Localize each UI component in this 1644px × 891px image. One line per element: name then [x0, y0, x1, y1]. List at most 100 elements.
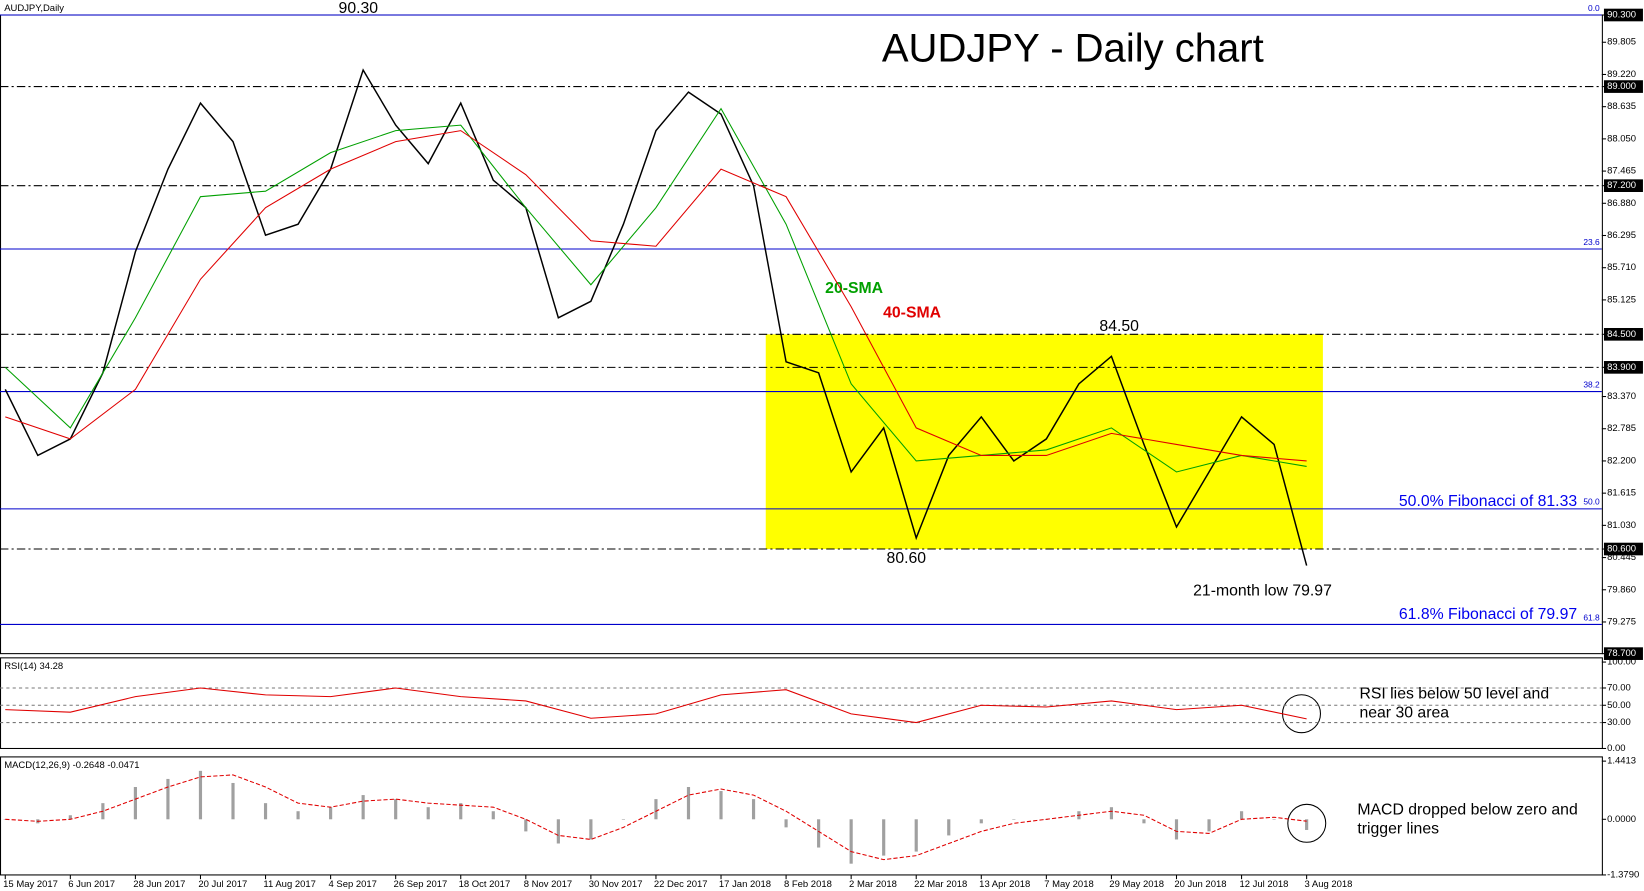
sma-line [5, 130, 1307, 462]
y-tick-label: 81.615 [1607, 488, 1636, 499]
series-line [5, 687, 1307, 724]
x-tick-label: 22 Dec 2017 [654, 879, 708, 890]
x-tick-label: 29 May 2018 [1109, 879, 1164, 890]
y-tick-label: 0.0000 [1607, 814, 1636, 825]
y-tick-label: -1.3790 [1607, 869, 1639, 880]
x-tick-label: 8 Nov 2017 [524, 879, 572, 890]
macd-bar [361, 795, 365, 820]
y-tick-label: 90.300 [1607, 10, 1636, 21]
y-tick-label: 89.805 [1607, 37, 1636, 48]
panel-title: MACD(12,26,9) -0.2648 -0.0471 [4, 760, 139, 771]
y-tick-label: 88.050 [1607, 133, 1636, 144]
x-tick-label: 6 Jun 2017 [68, 879, 115, 890]
macd-bar [589, 819, 593, 840]
chart-subtitle: AUDJPY,Daily [4, 3, 64, 14]
macd-bar [1142, 819, 1146, 824]
panel-title: RSI(14) 34.28 [4, 661, 63, 672]
fibonacci-label: 38.2 [1583, 379, 1600, 389]
y-tick-highlight [1603, 179, 1643, 192]
macd-bar [524, 819, 528, 832]
x-tick-label: 20 Jun 2018 [1174, 879, 1226, 890]
y-tick-label: 89.220 [1607, 69, 1636, 80]
x-tick-label: 13 Apr 2018 [979, 879, 1030, 890]
annotation: 61.8% Fibonacci of 79.97 [1399, 606, 1577, 623]
y-tick-label: 79.860 [1607, 584, 1636, 595]
x-tick-label: 20 Jul 2017 [198, 879, 247, 890]
fibonacci-label: 61.8 [1583, 612, 1600, 622]
y-tick-label: 86.295 [1607, 230, 1636, 241]
macd-bar [751, 799, 756, 820]
macd-bar [133, 787, 137, 820]
y-tick-highlight [1603, 542, 1643, 556]
y-tick-label: 1.4413 [1607, 756, 1636, 767]
macd-bar [784, 819, 788, 828]
x-tick-label: 2 Mar 2018 [849, 879, 897, 890]
series-label: 40-SMA [883, 304, 941, 321]
annotation: 50.0% Fibonacci of 81.33 [1399, 493, 1577, 510]
y-tick-label: 84.500 [1607, 329, 1636, 340]
y-tick-highlight [1603, 327, 1643, 341]
x-tick-label: 28 Jun 2017 [133, 879, 185, 890]
y-tick-label: 88.635 [1607, 101, 1636, 112]
macd-bar [459, 803, 463, 820]
x-tick-label: 8 Feb 2018 [784, 879, 832, 890]
macd-bar [1305, 819, 1309, 830]
y-tick-highlight [1603, 647, 1643, 660]
panel-frame [0, 756, 1603, 876]
macd-bar [979, 819, 983, 824]
macd-bar [329, 807, 333, 820]
y-tick-label: 80.600 [1607, 544, 1636, 555]
macd-bar [1109, 807, 1114, 820]
macd-bar [914, 819, 918, 852]
x-tick-label: 15 May 2017 [3, 879, 58, 890]
fibonacci-label: 50.0 [1583, 497, 1600, 507]
range-box [765, 334, 1323, 550]
y-tick-label: 30.00 [1607, 717, 1631, 728]
x-tick-label: 11 Aug 2017 [263, 879, 315, 890]
y-tick-label: 87.200 [1607, 180, 1636, 191]
y-tick-label: 85.125 [1607, 294, 1636, 305]
macd-highlight-circle [1287, 803, 1327, 843]
x-tick-label: 30 Nov 2017 [589, 879, 643, 890]
macd-bar [686, 787, 691, 820]
annotation: 21-month low 79.97 [1193, 583, 1332, 600]
macd-bar [1174, 819, 1179, 840]
macd-bar [621, 819, 625, 820]
macd-bar [1012, 819, 1016, 820]
macd-bar [198, 770, 203, 820]
y-tick-label: 100.00 [1607, 657, 1636, 668]
y-tick-label: 0.00 [1607, 743, 1625, 754]
y-tick-highlight [1603, 8, 1643, 22]
y-tick-label: 83.900 [1607, 362, 1636, 373]
macd-bar [556, 819, 560, 844]
series-line [5, 774, 1307, 861]
y-tick-label: 86.880 [1607, 198, 1636, 209]
annotation: MACD dropped below zero and trigger lines [1357, 802, 1577, 838]
y-tick-label: 85.710 [1607, 262, 1636, 273]
macd-bar [817, 819, 821, 848]
y-tick-label: 89.000 [1607, 81, 1636, 92]
y-tick-label: 81.030 [1607, 520, 1636, 531]
macd-bar [231, 782, 235, 820]
macd-bar [1272, 819, 1276, 820]
annotation: 80.60 [887, 550, 927, 567]
y-tick-label: 70.00 [1607, 682, 1631, 693]
x-tick-label: 18 Oct 2017 [459, 879, 511, 890]
macd-bar [1207, 819, 1211, 832]
macd-bar [166, 778, 170, 820]
panel-frame [0, 657, 1603, 750]
macd-bar [296, 811, 300, 820]
x-tick-label: 26 Sep 2017 [394, 879, 448, 890]
y-tick-label: 82.200 [1607, 455, 1636, 466]
y-tick-label: 83.370 [1607, 391, 1636, 402]
series-line [4, 68, 1308, 566]
y-tick-label: 82.785 [1607, 423, 1636, 434]
y-tick-label: 87.465 [1607, 166, 1636, 177]
macd-bar [68, 815, 72, 820]
x-tick-label: 7 May 2018 [1044, 879, 1093, 890]
x-tick-label: 12 Jul 2018 [1239, 879, 1288, 890]
x-tick-label: 4 Sep 2017 [329, 879, 377, 890]
x-tick-label: 3 Aug 2018 [1305, 879, 1353, 890]
fibonacci-label: 23.6 [1583, 237, 1600, 247]
